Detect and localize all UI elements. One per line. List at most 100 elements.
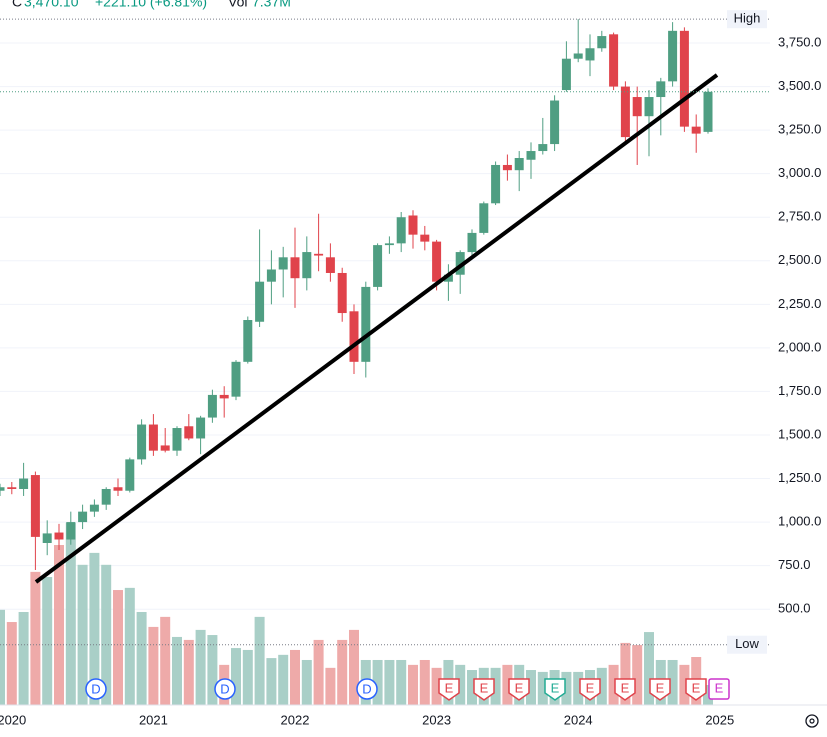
earnings-marker[interactable]: E xyxy=(579,678,601,701)
candle-body xyxy=(550,100,560,145)
volume-bar xyxy=(703,685,713,705)
candle-body xyxy=(207,394,217,418)
candle-body xyxy=(172,428,182,451)
candle-body xyxy=(561,58,571,91)
candle-body xyxy=(42,533,52,543)
candle-body xyxy=(349,311,359,362)
earnings-badge[interactable] xyxy=(473,678,495,701)
candle-body xyxy=(432,241,442,282)
candle-body xyxy=(337,272,347,314)
volume-bar xyxy=(290,649,300,705)
volume-bar xyxy=(644,632,654,705)
candle-body xyxy=(184,426,194,439)
event-label: E xyxy=(445,680,454,695)
volume-bar xyxy=(467,670,477,705)
volume-bar xyxy=(278,654,289,705)
earnings-marker[interactable]: E xyxy=(614,678,636,701)
candle-body xyxy=(290,257,300,279)
earnings-marker[interactable]: E xyxy=(544,678,566,701)
earnings-badge[interactable] xyxy=(708,678,730,700)
volume-bar xyxy=(408,664,418,705)
header-close-key: C xyxy=(12,0,22,10)
candle-body xyxy=(455,252,465,275)
volume-bar xyxy=(372,659,383,705)
y-tick-label: 2,250.0 xyxy=(778,296,821,311)
dividend-marker[interactable] xyxy=(85,678,107,700)
candle-body xyxy=(196,417,206,439)
settings-icon-core xyxy=(809,718,815,724)
volume-bar xyxy=(573,671,584,705)
earnings-badge[interactable] xyxy=(438,678,460,701)
candle-body xyxy=(632,97,642,117)
volume-bar xyxy=(148,626,159,705)
y-tick-label: 3,000.0 xyxy=(778,165,821,180)
event-label: E xyxy=(692,680,701,695)
y-tick-label: 3,750.0 xyxy=(778,34,821,49)
y-tick-label: 3,250.0 xyxy=(778,122,821,137)
earnings-badge[interactable] xyxy=(685,678,707,701)
settings-button[interactable] xyxy=(805,714,819,728)
volume-bar xyxy=(679,664,690,705)
volume-bar xyxy=(113,590,123,705)
volume-bar xyxy=(266,658,277,705)
candle-body xyxy=(125,459,135,491)
volume-bar xyxy=(101,564,112,705)
volume-bar xyxy=(431,667,442,705)
event-label: D xyxy=(220,681,229,696)
earnings-marker[interactable]: E xyxy=(685,678,707,701)
x-tick-label: 2024 xyxy=(564,712,593,727)
volume-bar xyxy=(384,659,395,705)
settings-icon[interactable] xyxy=(805,714,819,728)
candle-body xyxy=(384,243,394,246)
y-tick-label: 2,500.0 xyxy=(778,252,821,267)
header: C 3,470.10 +221.10 (+6.81%) Vol 7.37M xyxy=(12,0,291,10)
earnings-badge[interactable] xyxy=(649,678,671,701)
candle-body xyxy=(691,126,701,134)
candle-body xyxy=(609,34,619,87)
earnings-marker[interactable]: E xyxy=(438,678,460,701)
candle-body xyxy=(7,487,17,489)
x-tick-label: 2021 xyxy=(139,712,168,727)
volume-bar xyxy=(183,639,194,705)
candle-body xyxy=(66,522,76,540)
volume-bar xyxy=(195,629,206,705)
candle-body xyxy=(656,81,666,98)
volume-bar xyxy=(65,522,76,705)
earnings-badge[interactable] xyxy=(544,678,566,701)
volume-bar xyxy=(502,664,513,705)
y-tick-label: 2,000.0 xyxy=(778,339,821,354)
volume-bar xyxy=(136,611,147,705)
event-label: E xyxy=(586,680,595,695)
earnings-badge[interactable] xyxy=(579,678,601,701)
candle-body xyxy=(78,511,88,523)
x-tick-label: 2025 xyxy=(705,712,734,727)
dividend-marker[interactable] xyxy=(214,678,236,700)
candle-body xyxy=(89,504,99,512)
earnings-marker[interactable]: E xyxy=(473,678,495,701)
candle-body xyxy=(137,424,147,460)
y-tick-label: 500.0 xyxy=(778,601,811,616)
volume-bar xyxy=(608,664,619,705)
earnings-badge[interactable] xyxy=(508,678,530,701)
earnings-marker[interactable]: E xyxy=(649,678,671,701)
earnings-marker[interactable]: E xyxy=(708,678,730,700)
volume-bar xyxy=(30,571,41,705)
dividend-marker[interactable] xyxy=(356,678,378,700)
candle-body xyxy=(491,164,501,204)
x-tick-label: 2022 xyxy=(281,712,310,727)
volume-bar xyxy=(667,659,678,705)
volume-bar xyxy=(0,609,5,705)
volume-bar xyxy=(172,636,182,705)
earnings-marker[interactable]: E xyxy=(508,678,530,701)
volume-bar xyxy=(313,639,324,705)
candle-body xyxy=(30,475,40,537)
earnings-badge[interactable] xyxy=(614,678,636,701)
candle-body xyxy=(19,478,29,489)
candle-body xyxy=(668,30,678,82)
candle-body xyxy=(467,232,477,253)
candle-body xyxy=(514,158,524,171)
volume-bar xyxy=(537,671,548,705)
